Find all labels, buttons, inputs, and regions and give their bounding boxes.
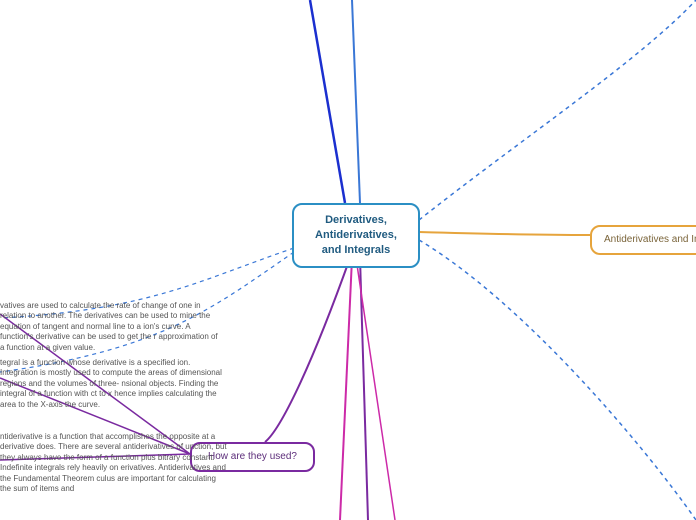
text-block-antiderivative: ntiderivative is a function that accompl…: [0, 432, 228, 494]
center-node[interactable]: Derivatives, Antiderivatives, and Integr…: [292, 203, 420, 268]
right-node[interactable]: Antiderivatives and Integra: [590, 225, 696, 255]
text-block-integral: tegral is a function whose derivative is…: [0, 358, 222, 410]
text-block-derivatives: vatives are used to calculate the rate o…: [0, 301, 222, 353]
center-node-line1: Derivatives,: [308, 213, 404, 228]
center-node-line3: and Integrals: [308, 243, 404, 258]
right-node-label: Antiderivatives and Integra: [604, 234, 696, 245]
center-node-line2: Antiderivatives,: [308, 228, 404, 243]
